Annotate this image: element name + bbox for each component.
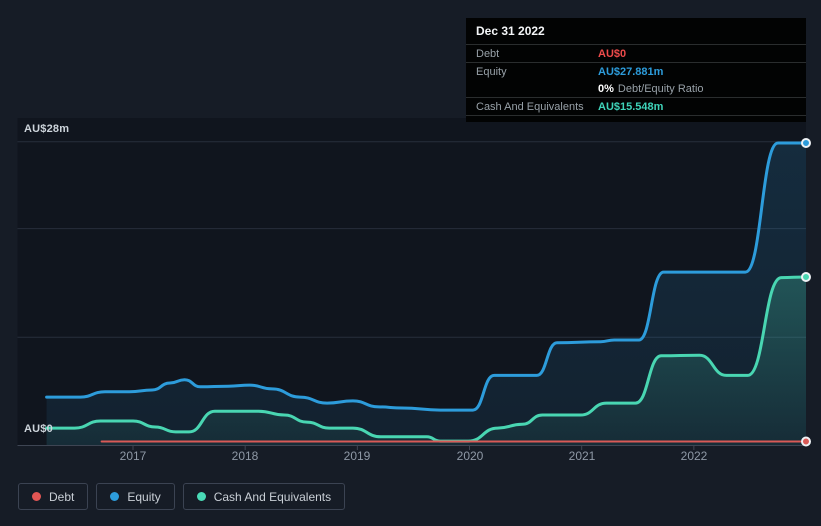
equity-line [45, 141, 808, 412]
equity-endpoint-marker[interactable] [801, 138, 811, 148]
x-tick-2021: 2021 [568, 449, 596, 463]
tooltip-debt-value: AU$0 [598, 47, 627, 60]
legend-item-equity[interactable]: Equity [96, 483, 175, 510]
tooltip-ratio-value: 0% [598, 82, 614, 95]
legend-debt-label: Debt [49, 489, 75, 504]
debt-dot-icon [32, 492, 41, 501]
tooltip-ratio-row: 0% Debt/Equity Ratio [466, 80, 806, 97]
debt-endpoint-marker[interactable] [801, 436, 811, 447]
tooltip-cash-label: Cash And Equivalents [476, 100, 584, 113]
hover-tooltip: Dec 31 2022 Debt AU$0 Equity AU$27.881m … [466, 18, 806, 122]
chart-legend: Debt Equity Cash And Equivalents [18, 483, 346, 510]
y-axis-max-label: AU$28m [24, 123, 70, 135]
tooltip-debt-label: Debt [476, 47, 500, 60]
tooltip-date: Dec 31 2022 [476, 24, 545, 38]
equity-area [46, 143, 807, 446]
x-tick-2019: 2019 [343, 449, 371, 463]
cash-and-equivalents-line [45, 275, 808, 443]
x-tick-2020: 2020 [456, 449, 484, 463]
tooltip-cash-row: Cash And Equivalents AU$15.548m [466, 97, 806, 116]
x-tick-2022: 2022 [680, 449, 708, 463]
tooltip-equity-value: AU$27.881m [598, 65, 664, 78]
legend-cash-label: Cash And Equivalents [213, 489, 332, 504]
tooltip-ratio-text: Debt/Equity Ratio [617, 82, 704, 95]
x-tick-2017: 2017 [119, 449, 147, 463]
tooltip-debt-row: Debt AU$0 [466, 44, 806, 62]
tooltip-cash-value: AU$15.548m [598, 100, 664, 113]
legend-item-debt[interactable]: Debt [18, 483, 89, 510]
legend-equity-label: Equity [127, 489, 161, 504]
equity-dot-icon [110, 492, 120, 501]
cash-dot-icon [196, 492, 206, 501]
tooltip-equity-label: Equity [476, 65, 507, 78]
tooltip-equity-row: Equity AU$27.881m [466, 62, 806, 80]
legend-item-cash[interactable]: Cash And Equivalents [182, 483, 346, 510]
x-tick-2018: 2018 [231, 449, 259, 463]
y-axis-zero-label: AU$0 [24, 423, 53, 435]
cash-and-equivalents-endpoint-marker[interactable] [801, 272, 811, 282]
